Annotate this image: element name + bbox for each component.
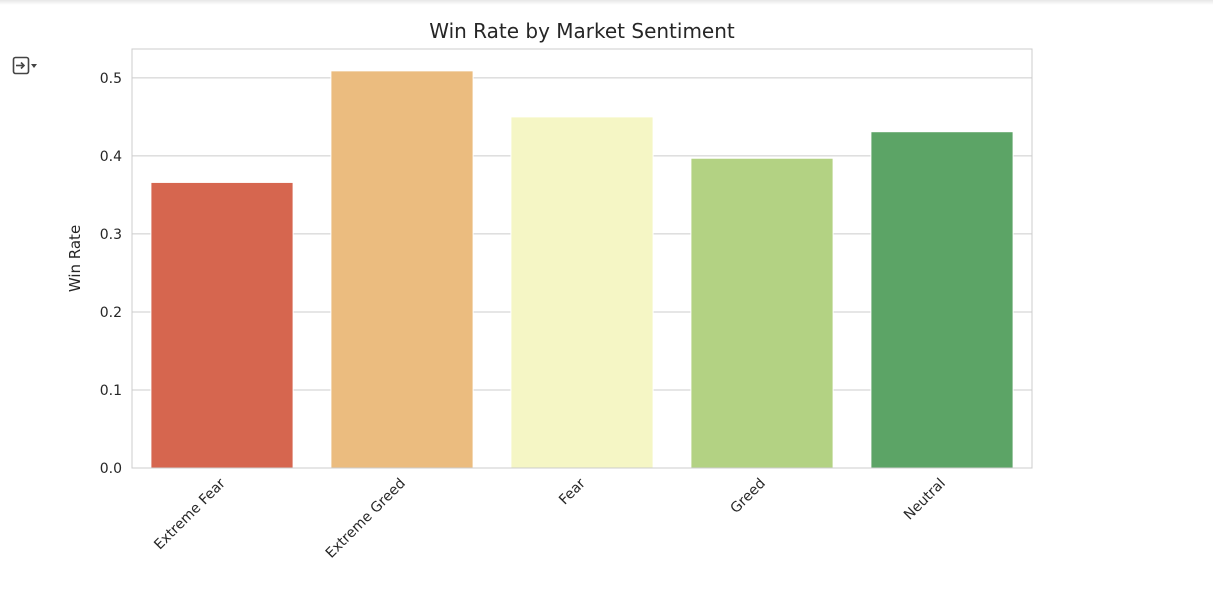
- bar-neutral: [870, 131, 1014, 469]
- bar-fear: [510, 116, 654, 469]
- y-tick-label: 0.3: [100, 227, 122, 243]
- x-tick-label: Extreme Fear: [151, 475, 229, 553]
- y-tick-label: 0.5: [100, 71, 122, 87]
- y-tick-labels: 0.0 0.1 0.2 0.3 0.4 0.5: [100, 71, 122, 477]
- x-tick-label: Fear: [556, 475, 589, 508]
- plot-frame: [131, 48, 1033, 469]
- x-tick-labels: Extreme Fear Extreme Greed Fear Greed Neutra…: [151, 475, 949, 561]
- y-axis-label: Win Rate: [66, 225, 84, 292]
- bar-extreme-greed: [330, 70, 474, 469]
- y-tick-label: 0.1: [100, 383, 122, 399]
- x-tick-label: Extreme Greed: [323, 476, 409, 562]
- chart-title: Win Rate by Market Sentiment: [429, 19, 735, 43]
- bar-extreme-fear: [150, 181, 294, 469]
- output-collapse-icon: [12, 56, 37, 75]
- cell-top-border: [0, 0, 1213, 5]
- bars: [150, 70, 1014, 469]
- y-tick-label: 0.2: [100, 305, 122, 321]
- x-tick-label: Greed: [728, 476, 769, 517]
- bar-greed: [690, 157, 834, 469]
- y-tick-label: 0.0: [100, 461, 122, 477]
- x-tick-label: Neutral: [901, 476, 949, 524]
- y-tick-label: 0.4: [100, 149, 122, 165]
- output-collapse-button[interactable]: [10, 54, 40, 78]
